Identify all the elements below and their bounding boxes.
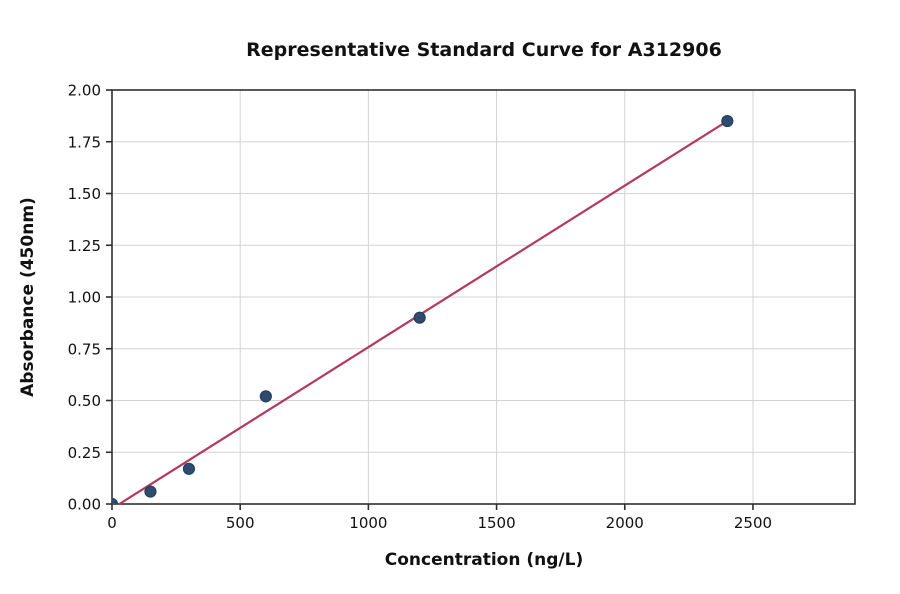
y-tick-label: 1.25 (68, 237, 101, 255)
y-tick-label: 1.00 (68, 289, 101, 307)
y-axis-label: Absorbance (450nm) (18, 197, 38, 397)
y-tick-label: 0.50 (68, 392, 101, 410)
data-point (413, 311, 426, 324)
scatter-points (112, 114, 734, 504)
x-tick-label: 500 (226, 514, 255, 532)
data-point (112, 497, 119, 504)
chart-title: Representative Standard Curve for A31290… (246, 39, 722, 61)
y-tick-label: 0.00 (68, 496, 101, 514)
x-tick-label: 1000 (349, 514, 387, 532)
x-axis-label: Concentration (ng/L) (385, 550, 583, 570)
data-point (721, 114, 734, 128)
data-point (144, 485, 157, 498)
data-point (259, 390, 272, 403)
y-tick-label: 0.75 (68, 340, 101, 358)
x-tick-label: 1500 (477, 514, 515, 532)
y-tick-label: 1.50 (68, 185, 101, 203)
fit-line (118, 119, 729, 506)
plot-area: 0 500 1000 1500 2000 2500 0.00 0.25 0.50 0.75 1.00… (68, 82, 856, 532)
y-tick-label: 0.25 (68, 444, 101, 462)
x-tick-label: 0 (107, 514, 117, 532)
x-tick-label: 2500 (734, 514, 772, 532)
y-tick-label: 1.75 (68, 133, 101, 151)
data-point (182, 462, 196, 475)
y-tick-label: 2.00 (68, 82, 101, 100)
x-tick-label: 2000 (606, 514, 644, 532)
